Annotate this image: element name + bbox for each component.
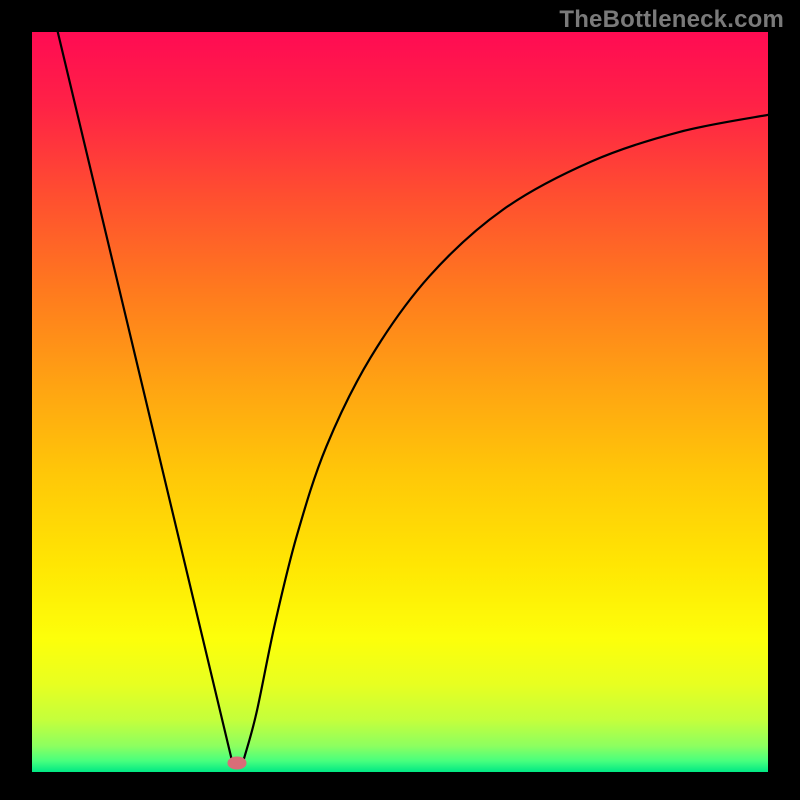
curve-right-branch [244, 115, 768, 759]
watermark-text: TheBottleneck.com [559, 6, 784, 34]
chart-svg [32, 32, 768, 772]
curve-left-branch [58, 32, 232, 762]
chart-plot-area [32, 32, 768, 772]
bottleneck-marker [227, 757, 246, 770]
